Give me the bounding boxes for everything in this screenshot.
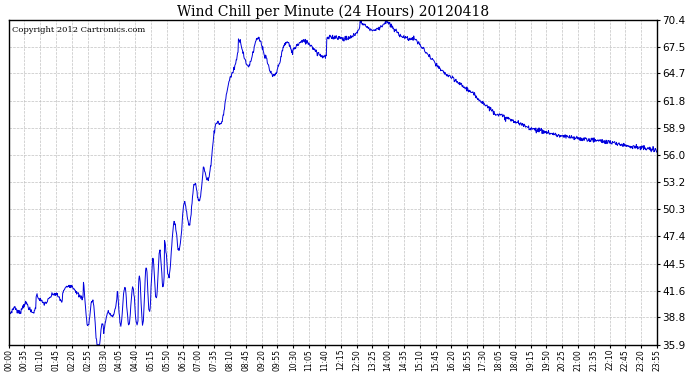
Text: Copyright 2012 Cartronics.com: Copyright 2012 Cartronics.com (12, 26, 145, 34)
Title: Wind Chill per Minute (24 Hours) 20120418: Wind Chill per Minute (24 Hours) 2012041… (177, 4, 489, 18)
